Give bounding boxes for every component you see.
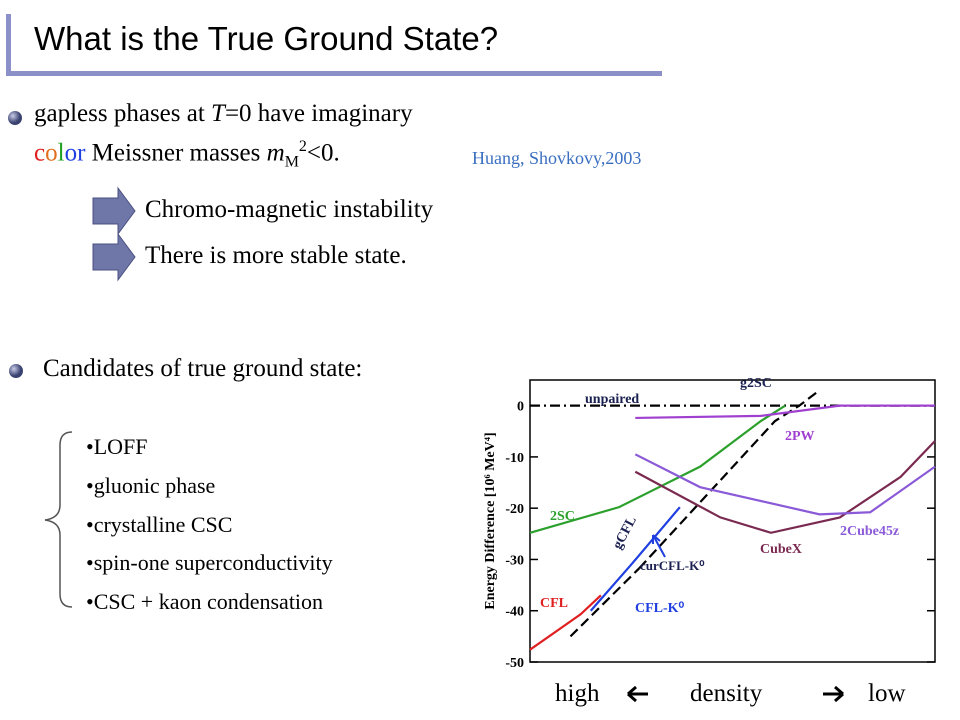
block-arrow xyxy=(92,186,136,236)
chart: 0 -10 -20 -30 -40 -50 Energy Difference [10⁶ M… xyxy=(483,376,936,671)
right-arrow xyxy=(823,685,844,703)
series-label: CFL xyxy=(540,596,568,611)
title-rule xyxy=(6,71,662,76)
title: What is the True Ground State? xyxy=(34,20,499,57)
bullet xyxy=(9,364,23,378)
y-tick-label: -50 xyxy=(505,656,524,671)
text: =0 have imaginary xyxy=(224,100,413,127)
letter: l xyxy=(57,139,65,167)
series-line xyxy=(634,440,936,534)
arrow-text: Chromo-magnetic instability xyxy=(145,196,434,223)
arrow-text: There is more stable state. xyxy=(145,242,407,269)
text: <0. xyxy=(306,139,340,167)
citation: Huang, Shovkovy,2003 xyxy=(472,148,642,168)
series-label: 2Cube45z xyxy=(840,524,899,539)
bullet xyxy=(8,111,22,125)
y-tick-label: -20 xyxy=(505,502,524,517)
list-item: •CSC + kaon condensation xyxy=(86,589,324,615)
list-item: •gluonic phase xyxy=(86,472,216,498)
caption: density xyxy=(690,680,763,707)
y-tick-label: 0 xyxy=(517,400,524,415)
letter: o xyxy=(45,139,58,167)
block-arrow xyxy=(92,232,136,282)
text: M xyxy=(284,153,299,171)
letter: c xyxy=(34,139,46,167)
list-item: •crystalline CSC xyxy=(86,511,233,537)
bullet-line: color Meissner masses mM2<0. xyxy=(34,138,340,171)
text: Meissner masses xyxy=(85,139,267,167)
plot-frame xyxy=(529,379,936,663)
series-label: gCFL xyxy=(610,514,640,552)
series-label: CubeX xyxy=(760,542,802,557)
series-line xyxy=(635,404,935,420)
left-arrow xyxy=(627,685,648,703)
list-item: •LOFF xyxy=(86,434,148,459)
bullet-line: gapless phases at T=0 have imaginary xyxy=(34,100,413,128)
text: gapless phases at xyxy=(34,100,212,127)
series-label: unpaired xyxy=(585,392,639,407)
y-tick-label: -30 xyxy=(505,553,524,568)
series-label: 2PW xyxy=(785,429,815,444)
annotation-arrow xyxy=(652,534,666,558)
caption: high xyxy=(555,680,600,707)
text: T xyxy=(211,100,225,127)
series-label: CFL-K⁰ xyxy=(635,601,685,616)
series-line xyxy=(529,594,602,651)
series-label: g2SC xyxy=(740,376,772,391)
title-bar xyxy=(6,14,11,76)
annotation: curCFL-K⁰ xyxy=(640,558,705,573)
series-line xyxy=(634,453,936,516)
y-tick-label: -40 xyxy=(505,605,524,620)
text: 2 xyxy=(298,138,307,155)
y-axis-label: Energy Difference [10⁶ MeV⁴] xyxy=(483,432,498,609)
brace xyxy=(44,431,73,608)
series-label: 2SC xyxy=(550,509,575,524)
bullet-heading: Candidates of true ground state: xyxy=(43,355,363,382)
list-item: •spin-one superconductivity xyxy=(86,550,333,576)
letter: o xyxy=(64,139,78,167)
caption: low xyxy=(868,680,906,707)
y-tick-label: -10 xyxy=(505,451,524,466)
letter: r xyxy=(77,139,86,167)
series-line xyxy=(589,506,681,612)
text: m xyxy=(266,139,285,167)
candidate-list: •LOFF •gluonic phase •crystalline CSC •s… xyxy=(86,428,333,622)
series-line xyxy=(569,567,641,638)
